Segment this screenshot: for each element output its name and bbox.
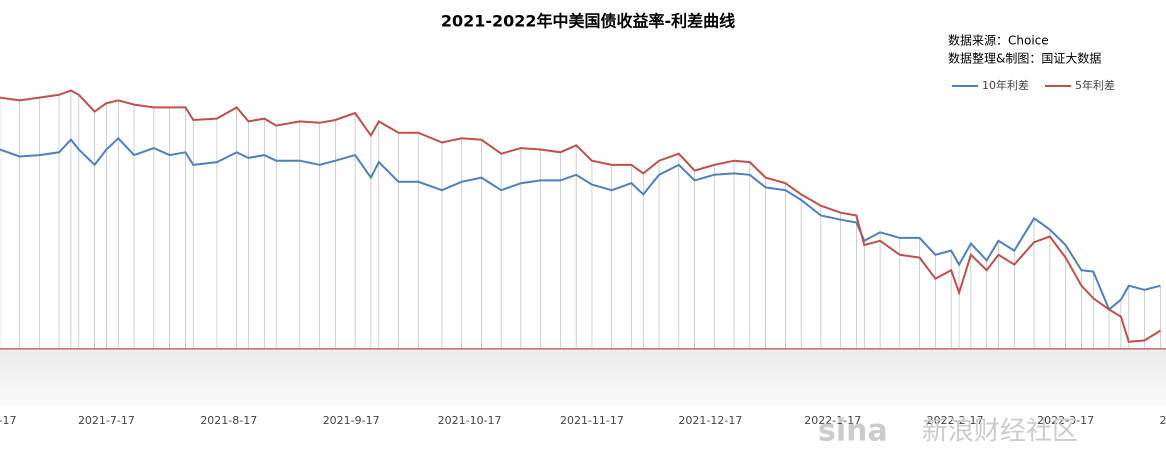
x-tick-label: 2021-8-17 xyxy=(200,414,257,427)
x-tick-label: 2021-6-17 xyxy=(0,414,16,427)
x-tick-label: 2021-12-17 xyxy=(678,414,742,427)
x-tick-label: 2022-2-17 xyxy=(927,414,984,427)
legend-label: 10年利差 xyxy=(982,78,1029,92)
series-line xyxy=(0,136,1161,312)
watermark-text: 新浪财经社区 xyxy=(922,417,1078,447)
source-note: 数据来源：Choice xyxy=(948,33,1049,48)
x-tick-label: 2021-7-17 xyxy=(78,414,135,427)
plot-band xyxy=(0,348,1166,406)
x-tick-label: 2022-4-17 xyxy=(1160,414,1166,427)
series-line xyxy=(0,89,1161,343)
x-tick-label: 2021-11-17 xyxy=(560,414,624,427)
chart-title: 2021-2022年中美国债收益率-利差曲线 xyxy=(441,12,735,31)
credit-note: 数据整理&制图：国证大数据 xyxy=(948,51,1101,66)
x-tick-label: 2022-3-17 xyxy=(1037,414,1094,427)
x-tick-label: 2021-9-17 xyxy=(323,414,380,427)
legend-label: 5年利差 xyxy=(1075,78,1115,92)
watermark: sina xyxy=(818,414,888,449)
x-tick-label: 2022-1-17 xyxy=(804,414,861,427)
x-tick-label: 2021-10-17 xyxy=(438,414,502,427)
